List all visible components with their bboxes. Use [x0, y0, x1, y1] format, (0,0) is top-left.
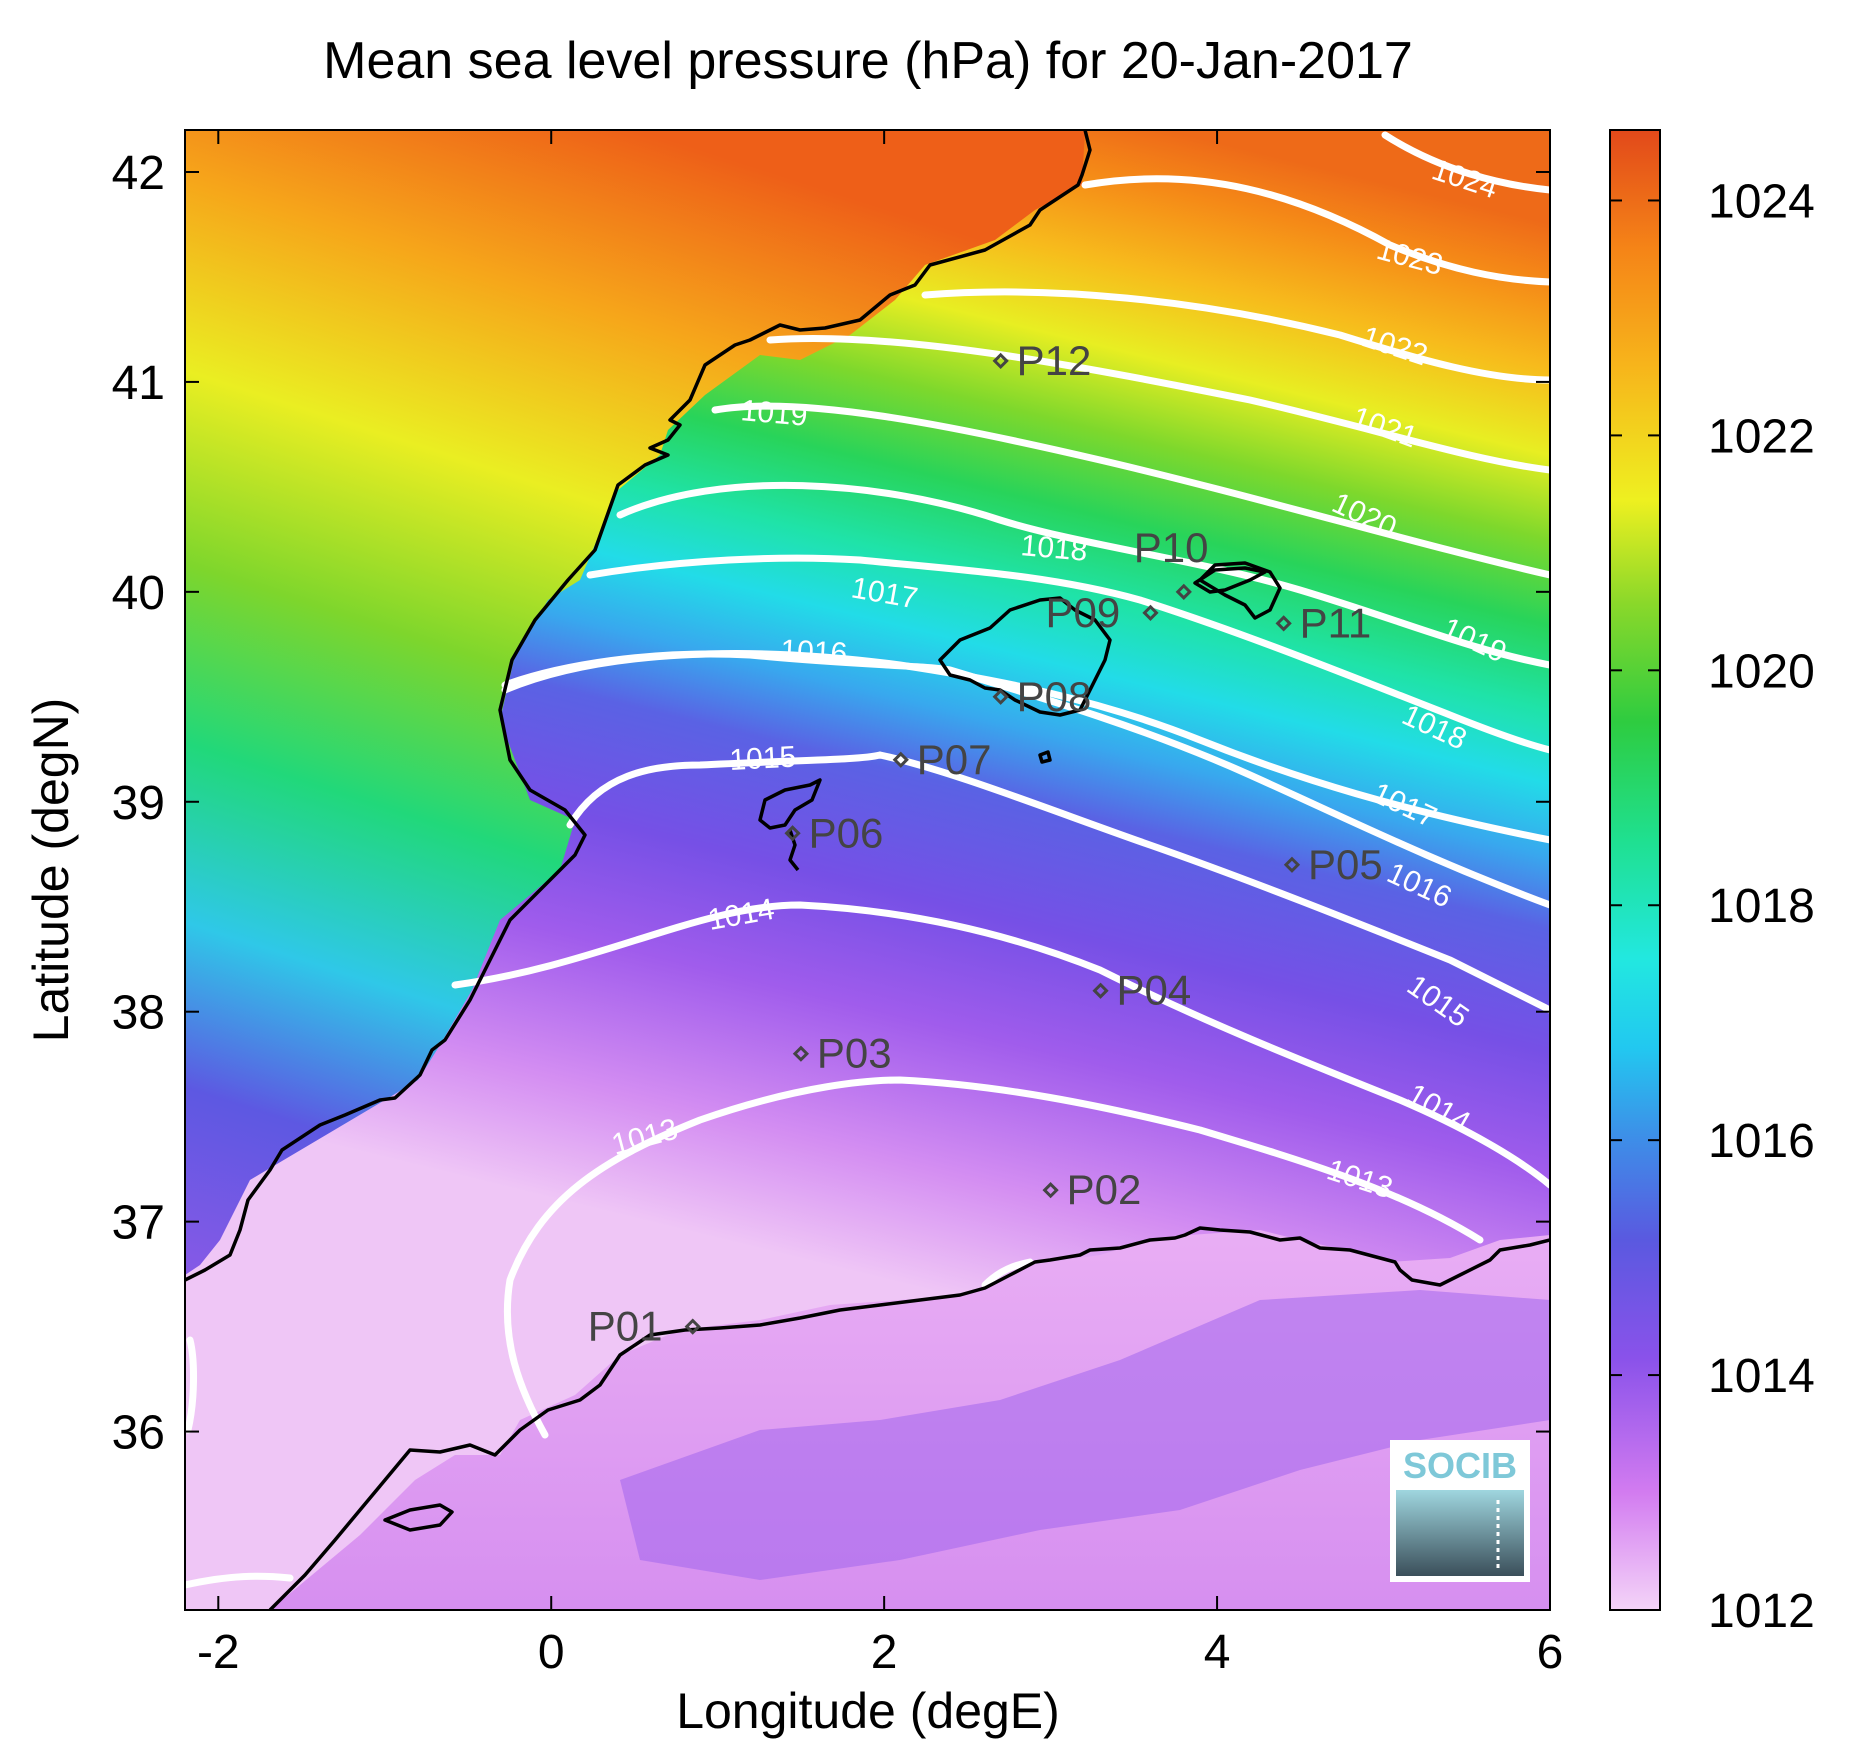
station-label: P05 — [1308, 841, 1383, 888]
isobar-1018 — [586, 554, 1550, 754]
isobar-1021 — [766, 334, 1550, 474]
y-axis-title: Latitude (degN) — [23, 698, 79, 1043]
coastline-cabrera — [1038, 750, 1052, 764]
isobar-labels: 1024 1023 1022 1021 1020 1019 1019 1018 … — [608, 153, 1511, 1205]
station-label: P10 — [1134, 524, 1209, 571]
coastline — [185, 130, 1550, 1610]
colorbar — [1609, 129, 1661, 1611]
station-marker — [1142, 604, 1159, 621]
station-label: P08 — [1017, 673, 1092, 720]
coastline-mallorca — [938, 596, 1112, 717]
isobar-1015 — [566, 751, 1550, 1014]
station-marker — [792, 1045, 810, 1062]
station-markers: P01 P02 P03 P04 P05 P06 P07 P08 P09 P10 P11 P12 — [588, 337, 1383, 1350]
isobar-1014 — [451, 901, 1550, 1189]
isobar-1024 — [1381, 131, 1550, 194]
station-marker — [1175, 583, 1192, 600]
colorbar-tick-label: 1022 — [1708, 410, 1815, 463]
station-label: P02 — [1067, 1166, 1142, 1213]
contour-label: 1016 — [780, 634, 848, 670]
station-label: P04 — [1117, 967, 1192, 1014]
y-tick-label: 39 — [112, 777, 165, 830]
y-tick-label: 42 — [112, 147, 165, 200]
plot-area: 1024 1023 1022 1021 1020 1019 1019 1018 … — [185, 130, 1550, 1610]
logo-gradient — [1396, 1490, 1524, 1576]
station-label: P06 — [809, 809, 884, 856]
contour-label: 1019 — [739, 394, 808, 433]
station-marker — [1092, 982, 1109, 999]
station-marker — [684, 1318, 701, 1335]
coastline-menorca — [1193, 561, 1282, 620]
y-tick-label: 38 — [112, 987, 165, 1040]
socib-logo: SOCIB — [1390, 1440, 1530, 1582]
station-marker — [892, 751, 909, 768]
colorbar-tick-label: 1020 — [1708, 645, 1815, 698]
x-axis-title: Longitude (degE) — [676, 1683, 1060, 1739]
isobar-lines — [185, 131, 1550, 1589]
contour-label: 1015 — [729, 741, 797, 777]
station-marker — [992, 352, 1009, 370]
colorbar-tick-label: 1016 — [1708, 1115, 1815, 1168]
station-label: P11 — [1300, 599, 1372, 646]
coastline-africa — [268, 1226, 1550, 1610]
plot-frame — [184, 129, 1551, 1611]
x-tick-label: 6 — [1537, 1626, 1564, 1679]
coastline-alboran-island — [383, 1503, 454, 1532]
x-tick-label: 0 — [538, 1626, 565, 1679]
y-tick-label: 41 — [112, 357, 165, 410]
y-axis: 36 37 38 39 40 41 42 — [112, 147, 1550, 1460]
logo-text: SOCIB — [1403, 1445, 1517, 1486]
station-label: P12 — [1017, 337, 1092, 384]
station-marker — [784, 825, 801, 842]
station-marker — [1283, 856, 1301, 873]
station-marker — [992, 688, 1009, 705]
isobar-1020 — [711, 402, 1550, 579]
isobar-1013-west — [185, 1336, 197, 1434]
station-label: P07 — [917, 736, 992, 783]
station-label: P03 — [817, 1030, 892, 1077]
isobar-1013 — [503, 1076, 1484, 1439]
colorbar-axis: 1012 1014 1016 1018 1020 1022 1024 — [1610, 175, 1815, 1638]
isobar-1019 — [616, 481, 1550, 669]
colorbar-tick-label: 1012 — [1708, 1585, 1815, 1638]
map-title: Mean sea level pressure (hPa) for 20-Jan… — [323, 32, 1413, 90]
x-axis: -2 0 2 4 6 — [197, 130, 1563, 1679]
y-tick-label: 40 — [112, 567, 165, 620]
colorbar-tick-label: 1024 — [1708, 175, 1815, 228]
station-marker — [1042, 1182, 1059, 1199]
y-tick-label: 36 — [112, 1407, 165, 1460]
x-tick-label: -2 — [197, 1626, 240, 1679]
y-tick-label: 37 — [112, 1197, 165, 1250]
station-marker — [1275, 615, 1292, 632]
contour-label: 1018 — [1019, 529, 1088, 568]
isobar-1022 — [921, 288, 1550, 384]
coastline-ibiza — [758, 778, 822, 830]
colorbar-tick-label: 1018 — [1708, 880, 1815, 933]
isobar-1016 — [501, 650, 1550, 909]
station-label: P09 — [1045, 589, 1120, 636]
x-tick-label: 2 — [871, 1626, 898, 1679]
pressure-field-iberia — [185, 130, 1085, 1275]
isobar-1013-sw — [185, 1572, 294, 1589]
x-tick-label: 4 — [1204, 1626, 1231, 1679]
isobar-1023 — [1081, 175, 1550, 286]
isobar-1013-africa — [981, 1258, 1034, 1289]
colorbar-tick-label: 1014 — [1708, 1350, 1815, 1403]
africa-shading — [620, 1290, 1550, 1580]
coastline-iberia — [185, 130, 1092, 1282]
station-label: P01 — [588, 1303, 663, 1350]
